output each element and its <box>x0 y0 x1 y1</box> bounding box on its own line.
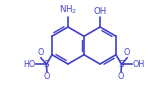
Text: O: O <box>44 72 50 81</box>
Text: S: S <box>44 60 49 69</box>
Text: S: S <box>119 60 124 69</box>
Text: OH: OH <box>93 7 107 16</box>
Text: NH$_2$: NH$_2$ <box>59 4 77 16</box>
Text: O: O <box>38 48 44 57</box>
Text: OH: OH <box>132 60 144 69</box>
Text: O: O <box>124 48 130 57</box>
Text: O: O <box>118 72 124 81</box>
Text: HO: HO <box>24 60 36 69</box>
